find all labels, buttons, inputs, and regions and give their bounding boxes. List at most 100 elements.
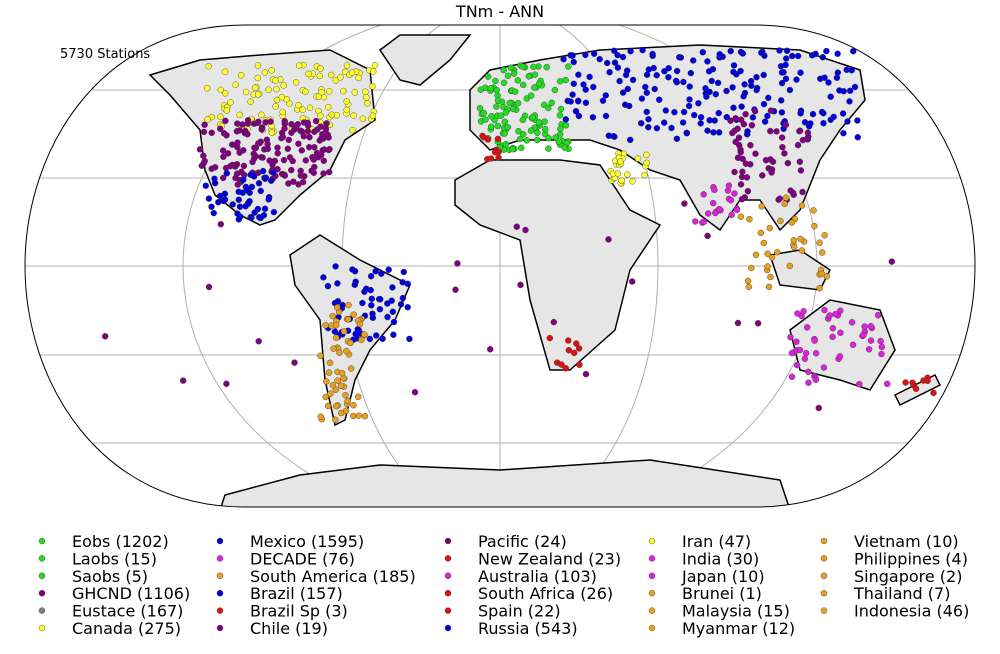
station-dot (285, 180, 292, 187)
legend-label: Eustace (167) (72, 602, 183, 621)
station-dot (656, 96, 663, 103)
station-dot (368, 295, 375, 302)
map-body (25, 25, 975, 507)
station-dot (739, 155, 746, 163)
station-dot (683, 130, 690, 137)
station-dot (748, 122, 756, 129)
station-dot (325, 369, 333, 376)
station-dot (334, 280, 341, 287)
station-dot (501, 130, 508, 137)
station-dot (255, 118, 262, 126)
station-dot (686, 83, 693, 90)
legend-label: Myanmar (12) (682, 619, 795, 638)
station-dot (289, 157, 296, 165)
station-dot (902, 379, 909, 386)
station-dot (741, 81, 748, 88)
station-dot (645, 123, 652, 131)
station-dot (333, 403, 340, 410)
station-dot (779, 143, 786, 151)
station-dot (205, 283, 213, 291)
station-dot (345, 316, 352, 323)
station-dot (557, 105, 565, 113)
station-dot (739, 50, 746, 57)
station-dot (778, 134, 786, 141)
station-dot (735, 134, 743, 141)
station-dot (734, 319, 742, 327)
station-dot (561, 144, 568, 151)
station-dot (347, 339, 354, 347)
station-dot (733, 206, 741, 214)
station-dot (643, 89, 650, 96)
station-dot (801, 355, 809, 362)
station-dot (326, 88, 333, 95)
station-dot (794, 52, 802, 60)
station-dot (494, 97, 502, 104)
station-dot (208, 165, 215, 173)
station-dot (744, 187, 752, 195)
station-dot (737, 213, 745, 220)
station-dot (582, 86, 589, 93)
station-dot (509, 145, 516, 153)
station-dot (742, 110, 749, 118)
station-dot (760, 100, 768, 108)
station-dot (355, 393, 362, 400)
station-dot (586, 73, 593, 81)
station-dot (210, 209, 217, 217)
legend-label: India (30) (682, 549, 759, 568)
station-dot (500, 79, 508, 87)
station-dot (265, 193, 273, 201)
station-dot (484, 73, 492, 80)
station-dot (545, 134, 552, 142)
station-dot (649, 50, 656, 58)
station-dot (834, 69, 841, 76)
station-dot (270, 208, 278, 216)
station-dot (208, 203, 215, 211)
station-dot (614, 64, 622, 71)
station-dot (369, 112, 377, 120)
station-dot (258, 126, 265, 133)
station-dot (302, 157, 309, 164)
station-dot (562, 116, 569, 123)
station-dot (257, 187, 264, 195)
station-dot (264, 145, 271, 153)
station-dot (221, 196, 229, 203)
station-dot (712, 209, 719, 217)
station-dot (710, 129, 717, 136)
station-dot (328, 111, 335, 119)
legend-marker (38, 572, 46, 579)
station-dot (527, 127, 535, 134)
station-dot (677, 54, 684, 61)
station-dot (254, 62, 262, 69)
legend-marker (444, 624, 452, 632)
station-dot (310, 169, 317, 177)
station-dot (292, 124, 300, 131)
station-dot (840, 129, 847, 137)
station-dot (340, 87, 347, 95)
station-dot (202, 182, 210, 190)
station-dot (629, 278, 636, 285)
station-dot (238, 168, 245, 176)
legend-label: Australia (103) (478, 567, 597, 586)
station-dot (240, 176, 247, 184)
station-dot (390, 331, 397, 338)
station-dot (223, 107, 231, 114)
station-dot (376, 306, 384, 313)
station-dot (786, 86, 794, 94)
station-dot (611, 59, 619, 66)
station-dot (548, 99, 555, 107)
station-dot (783, 55, 790, 62)
station-dot (299, 106, 306, 113)
station-dot (798, 247, 806, 254)
station-dot (400, 268, 407, 276)
station-dot (324, 402, 332, 410)
station-dot (358, 336, 365, 344)
station-dot (804, 129, 812, 136)
station-dot (622, 71, 630, 79)
station-dot (562, 365, 569, 372)
station-dot (575, 98, 582, 105)
legend-label: Iran (47) (682, 532, 751, 551)
station-dot (560, 56, 567, 63)
station-dot (575, 71, 582, 78)
station-dot (759, 172, 766, 179)
legend-marker (216, 537, 224, 545)
